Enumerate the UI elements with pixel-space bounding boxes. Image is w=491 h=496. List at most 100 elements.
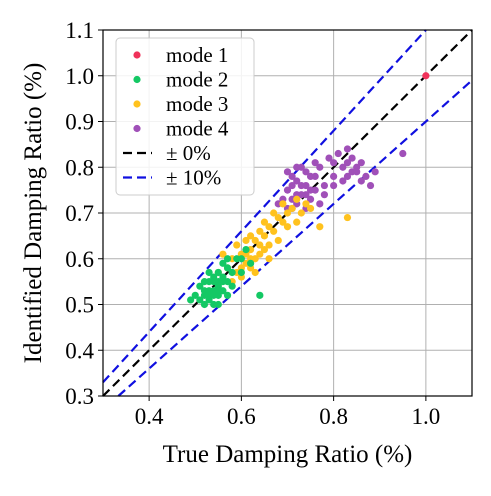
mode-4-point xyxy=(325,154,333,162)
mode-3-point xyxy=(265,255,273,263)
mode-4-point xyxy=(343,145,352,153)
y-tick-label: 1.1 xyxy=(65,18,94,43)
mode-4-point xyxy=(316,200,324,208)
mode-3-point xyxy=(283,223,292,231)
mode-4-point xyxy=(311,172,319,180)
mode-3-point xyxy=(233,241,241,249)
mode-4-point xyxy=(339,163,347,171)
x-tick-label: 1.0 xyxy=(412,404,441,429)
mode-2-point xyxy=(223,255,232,263)
mode-4-point xyxy=(371,168,379,176)
y-tick-label: 0.5 xyxy=(65,293,94,318)
mode-4-point xyxy=(330,181,338,190)
mode-4-point xyxy=(399,149,407,158)
mode-3-point xyxy=(265,241,273,249)
mode-4-point xyxy=(366,181,375,190)
mode-2-point xyxy=(205,296,213,304)
mode-3-point xyxy=(265,223,273,231)
mode-2-point xyxy=(247,259,255,267)
mode-2-point xyxy=(196,282,204,290)
mode-4-point xyxy=(339,177,347,185)
mode-3-point xyxy=(251,268,259,277)
mode-3-point xyxy=(242,236,250,245)
mode-4-point xyxy=(353,163,361,171)
y-tick-label: 1.0 xyxy=(65,64,94,89)
y-tick-label: 0.9 xyxy=(65,110,94,135)
legend-marker-mode-1 xyxy=(133,51,141,59)
mode-2-point xyxy=(237,268,245,277)
mode-3-point xyxy=(260,232,269,240)
legend-label: mode 1 xyxy=(166,43,228,67)
x-axis-label: True Damping Ratio (%) xyxy=(163,441,413,468)
mode-2-point xyxy=(200,291,209,299)
mode-4-point xyxy=(297,181,305,190)
mode-3-point xyxy=(270,227,278,235)
mode-2-point xyxy=(228,282,236,290)
mode-3-point xyxy=(297,209,305,217)
y-tick-label: 0.4 xyxy=(65,338,94,363)
mode-2-point xyxy=(196,296,204,304)
mode-4-point xyxy=(343,172,352,180)
y-axis-label: Identified Damping Ratio (%) xyxy=(20,63,47,364)
legend-marker-mode-2 xyxy=(133,75,141,84)
mode-4-point xyxy=(357,159,365,167)
mode-4-point xyxy=(330,159,338,167)
mode-4-point xyxy=(302,168,310,176)
mode-3-point xyxy=(260,246,269,254)
legend-label: ± 10% xyxy=(166,166,221,190)
legend-label: mode 3 xyxy=(166,92,228,116)
mode-3-point xyxy=(306,204,315,213)
mode-4-point xyxy=(302,191,310,199)
mode-3-point xyxy=(256,241,264,249)
ten-percent-line xyxy=(117,79,473,397)
mode-4-point xyxy=(311,159,319,167)
mode-3-point xyxy=(279,218,287,226)
mode-3-point xyxy=(270,209,278,217)
mode-3-point xyxy=(288,204,296,213)
mode-2-point xyxy=(219,259,227,267)
mode-4-point xyxy=(362,172,370,180)
legend-label: mode 4 xyxy=(166,117,229,141)
mode-4-point xyxy=(348,154,356,162)
y-tick-label: 0.8 xyxy=(65,155,94,180)
mode-3-point xyxy=(283,209,292,217)
mode-1-point xyxy=(422,72,430,80)
y-tick-label: 0.3 xyxy=(65,384,94,409)
mode-2-point xyxy=(210,291,218,299)
legend-box xyxy=(115,37,255,196)
x-tick-label: 0.6 xyxy=(227,404,256,429)
mode-3-point xyxy=(293,218,301,226)
legend-marker-mode-4 xyxy=(133,124,141,133)
mode-2-point xyxy=(219,278,227,286)
mode-4-point xyxy=(334,149,342,158)
mode-4-point xyxy=(348,168,356,176)
mode-3-point xyxy=(219,250,227,258)
x-tick-label: 0.8 xyxy=(319,404,348,429)
mode-2-point xyxy=(214,287,222,295)
mode-4-point xyxy=(320,191,328,199)
legend-label: mode 2 xyxy=(166,68,228,92)
mode-4-point xyxy=(316,163,324,171)
mode-4-point xyxy=(306,195,315,203)
mode-4-point xyxy=(330,172,338,180)
mode-2-point xyxy=(187,296,195,304)
mode-3-point xyxy=(251,236,259,245)
mode-3-point xyxy=(260,218,269,226)
x-tick-label: 0.4 xyxy=(135,404,164,429)
mode-3-point xyxy=(302,200,310,208)
mode-2-point xyxy=(214,300,222,309)
mode-4-point xyxy=(306,186,315,194)
data-points xyxy=(187,72,430,309)
mode-2-point xyxy=(210,273,218,281)
mode-4-point xyxy=(283,168,292,176)
mode-2-point xyxy=(223,291,232,299)
mode-3-point xyxy=(279,200,287,208)
mode-3-point xyxy=(256,250,264,258)
mode-3-point xyxy=(343,213,352,222)
mode-3-point xyxy=(247,232,255,240)
mode-2-point xyxy=(191,291,199,299)
mode-2-point xyxy=(256,291,264,299)
mode-2-point xyxy=(200,300,209,309)
